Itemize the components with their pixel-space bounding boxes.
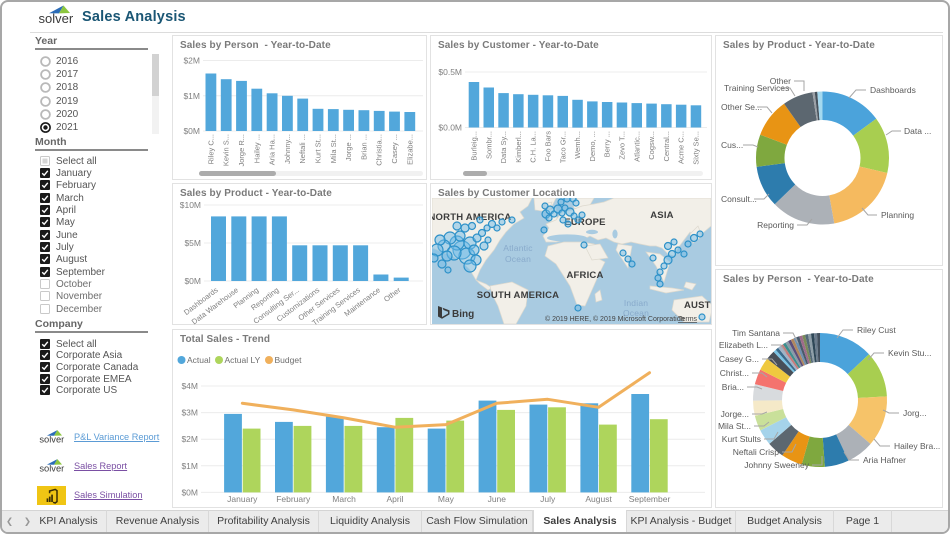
svg-text:Foo Bars: Foo Bars <box>544 131 553 162</box>
svg-text:Brian ...: Brian ... <box>359 134 368 160</box>
svg-text:Planning: Planning <box>881 210 914 220</box>
svg-text:Ocean: Ocean <box>623 308 649 318</box>
svg-text:Aria Hafner: Aria Hafner <box>863 455 906 465</box>
svg-text:Actual: Actual <box>187 355 211 365</box>
svg-text:Wemh...: Wemh... <box>573 131 582 159</box>
svg-text:Elizabeth L...: Elizabeth L... <box>719 340 768 350</box>
svg-text:June: June <box>488 494 507 504</box>
svg-text:Hailey Bra...: Hailey Bra... <box>894 441 940 451</box>
svg-text:Jorge ...: Jorge ... <box>344 134 353 161</box>
svg-text:ASIA: ASIA <box>650 210 674 221</box>
svg-text:Bria...: Bria... <box>722 382 744 392</box>
svg-text:Other: Other <box>770 76 791 86</box>
svg-text:Aria Ha...: Aria Ha... <box>268 134 277 165</box>
svg-text:Acme C...: Acme C... <box>677 131 686 164</box>
svg-text:Christ...: Christ... <box>720 368 749 378</box>
svg-text:Berry ...: Berry ... <box>603 131 612 157</box>
svg-text:C.H. La...: C.H. La... <box>529 131 538 163</box>
svg-text:$5M: $5M <box>184 238 201 248</box>
svg-text:Kimberl...: Kimberl... <box>514 131 523 163</box>
svg-text:$4M: $4M <box>181 381 198 391</box>
svg-text:February: February <box>276 494 311 504</box>
svg-text:Tim Santana: Tim Santana <box>732 328 780 338</box>
svg-text:Neftali ...: Neftali ... <box>298 134 307 164</box>
svg-text:Central...: Central... <box>662 131 671 161</box>
svg-text:Mila St...: Mila St... <box>718 421 751 431</box>
svg-text:Terms: Terms <box>678 316 698 323</box>
svg-text:Kevin Stu...: Kevin Stu... <box>888 348 931 358</box>
svg-text:SOUTH AMERICA: SOUTH AMERICA <box>477 290 559 301</box>
svg-text:Sombr...: Sombr... <box>484 131 493 159</box>
svg-text:$3M: $3M <box>181 408 198 418</box>
svg-text:Elizabe...: Elizabe... <box>405 134 414 165</box>
svg-text:solver: solver <box>39 435 64 445</box>
svg-text:September: September <box>629 494 671 504</box>
svg-text:$0M: $0M <box>181 487 198 497</box>
svg-text:March: March <box>332 494 356 504</box>
svg-text:AUSTR: AUSTR <box>684 300 711 311</box>
svg-text:Jorge R...: Jorge R... <box>237 134 246 167</box>
svg-text:Consult...: Consult... <box>721 194 757 204</box>
svg-text:EUROPE: EUROPE <box>564 217 605 228</box>
svg-text:$1M: $1M <box>181 461 198 471</box>
svg-text:Kevin S...: Kevin S... <box>222 134 231 166</box>
svg-text:Data ...: Data ... <box>904 126 931 136</box>
svg-text:August: August <box>585 494 612 504</box>
svg-text:Atlantic...: Atlantic... <box>632 131 641 162</box>
svg-text:Jorg...: Jorg... <box>903 408 927 418</box>
svg-text:Cogsw...: Cogsw... <box>647 131 656 160</box>
svg-text:Casey ...: Casey ... <box>390 134 399 164</box>
svg-text:$0.0M: $0.0M <box>438 123 462 133</box>
svg-text:Christia...: Christia... <box>375 134 384 166</box>
svg-text:$0.5M: $0.5M <box>438 67 462 77</box>
svg-text:Hailey ...: Hailey ... <box>252 134 261 163</box>
svg-text:© 2019 HERE, © 2019 Microsoft: © 2019 HERE, © 2019 Microsoft Corporatio… <box>545 315 685 323</box>
svg-text:Reporting: Reporting <box>757 220 794 230</box>
svg-text:Ocean: Ocean <box>505 254 531 264</box>
svg-text:May: May <box>438 494 455 504</box>
svg-text:Other Se...: Other Se... <box>721 102 762 112</box>
svg-text:Other: Other <box>382 285 403 304</box>
svg-text:Data Sy...: Data Sy... <box>499 131 508 163</box>
svg-text:$0M: $0M <box>184 276 201 286</box>
svg-text:Riley C...: Riley C... <box>206 134 215 164</box>
svg-text:Actual LY: Actual LY <box>225 355 261 365</box>
svg-text:Atlantic: Atlantic <box>503 243 533 253</box>
svg-text:Johnny...: Johnny... <box>283 134 292 164</box>
svg-text:April: April <box>386 494 403 504</box>
svg-text:Burleig...: Burleig... <box>470 131 479 161</box>
svg-text:Budget: Budget <box>275 355 303 365</box>
svg-text:Casey G...: Casey G... <box>719 354 759 364</box>
svg-text:$0M: $0M <box>183 126 200 136</box>
svg-text:NORTH AMERICA: NORTH AMERICA <box>432 212 512 223</box>
svg-text:solver: solver <box>39 11 74 26</box>
svg-text:$10M: $10M <box>180 200 201 210</box>
svg-text:Training Services: Training Services <box>724 83 789 93</box>
svg-text:Dashboards: Dashboards <box>870 85 916 95</box>
svg-text:Taco Gr...: Taco Gr... <box>558 131 567 163</box>
svg-text:Indian: Indian <box>624 298 648 308</box>
svg-text:$1M: $1M <box>183 91 200 101</box>
svg-text:Sixty Se...: Sixty Se... <box>691 131 700 165</box>
svg-text:July: July <box>540 494 556 504</box>
svg-text:Cus...: Cus... <box>721 140 743 150</box>
svg-text:Mila St...: Mila St... <box>329 134 338 163</box>
svg-text:Zevo T...: Zevo T... <box>617 131 626 160</box>
svg-text:AFRICA: AFRICA <box>566 270 603 281</box>
svg-text:$2M: $2M <box>181 434 198 444</box>
svg-text:Kurt St...: Kurt St... <box>314 134 323 163</box>
svg-text:Bing: Bing <box>452 309 474 320</box>
svg-text:Demo, ...: Demo, ... <box>588 131 597 161</box>
svg-text:January: January <box>227 494 258 504</box>
svg-text:Jorge...: Jorge... <box>721 409 749 419</box>
svg-text:Kurt Stults: Kurt Stults <box>722 434 761 444</box>
svg-text:Neftali Crisp: Neftali Crisp <box>733 447 780 457</box>
svg-text:Riley Cust: Riley Cust <box>857 325 896 335</box>
svg-text:solver: solver <box>39 464 64 474</box>
svg-text:Johnny Sweeney: Johnny Sweeney <box>744 460 809 470</box>
svg-text:$2M: $2M <box>183 56 200 66</box>
